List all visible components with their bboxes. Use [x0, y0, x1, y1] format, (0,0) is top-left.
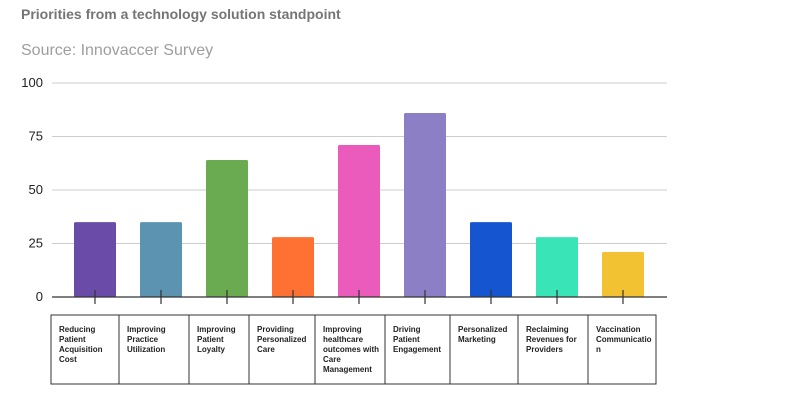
bar-9 [602, 252, 644, 297]
chart-title: Priorities from a technology solution st… [21, 6, 341, 22]
label-table-border [50, 314, 657, 385]
bar-7 [470, 222, 512, 297]
x-category-label: Improving Practice Utilization [127, 325, 166, 354]
x-category-label: Vaccination Communication [596, 325, 652, 354]
x-category-label: Reclaiming Revenues for Providers [526, 325, 577, 354]
bar-3 [206, 160, 248, 297]
bar-6 [404, 112, 446, 298]
y-tick-label: 100 [21, 75, 43, 90]
bar-4 [272, 237, 314, 297]
bar-8 [536, 237, 578, 297]
y-tick-label: 25 [29, 236, 43, 251]
x-category-label: Reducing Patient Acquisition Cost [59, 325, 103, 364]
x-category-label: Providing Personalized Care [257, 325, 307, 354]
chart-subtitle: Source: Innovaccer Survey [21, 42, 214, 59]
bar-2 [140, 222, 182, 297]
bar-5 [338, 145, 380, 297]
bar-1 [74, 222, 116, 297]
y-tick-label: 75 [29, 129, 43, 144]
y-tick-label: 50 [29, 182, 43, 197]
x-category-label: Improving Patient Loyalty [197, 325, 236, 354]
x-category-label: Improving healthcare outcomes with Care … [323, 325, 380, 374]
x-category-label: Personalized Marketing [458, 325, 508, 344]
y-tick-label: 0 [36, 289, 43, 304]
x-category-label: Driving Patient Engagement [393, 325, 442, 354]
